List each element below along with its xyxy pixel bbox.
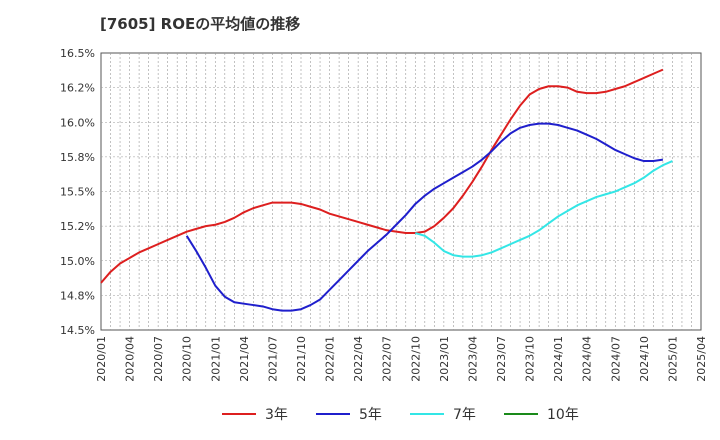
y-tick-label: 15.5% — [60, 186, 95, 199]
x-tick-label: 2024/04 — [581, 336, 594, 382]
x-tick-label: 2023/04 — [466, 336, 479, 382]
x-tick-label: 2022/10 — [409, 336, 422, 382]
legend-label: 5年 — [359, 407, 382, 423]
x-tick-label: 2023/01 — [438, 336, 451, 382]
y-tick-label: 14.5% — [60, 324, 95, 337]
y-tick-label: 16.0% — [60, 116, 95, 129]
x-tick-label: 2021/04 — [238, 336, 251, 382]
x-tick-label: 2022/07 — [381, 336, 394, 382]
series-line-3年 — [100, 68, 664, 284]
series-line-7年 — [415, 160, 673, 258]
x-tick-label: 2020/07 — [152, 336, 165, 382]
y-tick-label: 15.0% — [60, 255, 95, 268]
x-tick-label: 2021/01 — [209, 336, 222, 382]
legend-label: 7年 — [453, 407, 476, 423]
y-tick-label: 16.5% — [60, 47, 95, 60]
x-tick-label: 2025/01 — [666, 336, 679, 382]
x-tick-label: 2023/07 — [495, 336, 508, 382]
x-tick-label: 2020/04 — [124, 336, 137, 382]
x-tick-label: 2021/07 — [266, 336, 279, 382]
x-tick-label: 2025/04 — [695, 336, 708, 382]
legend-label: 10年 — [547, 407, 579, 423]
x-tick-label: 2021/10 — [295, 336, 308, 382]
y-tick-label: 15.2% — [60, 220, 95, 233]
y-tick-label: 14.8% — [60, 289, 95, 302]
x-tick-label: 2020/01 — [95, 336, 108, 382]
x-tick-label: 2024/01 — [552, 336, 565, 382]
x-tick-label: 2023/10 — [524, 336, 537, 382]
y-tick-label: 15.8% — [60, 151, 95, 164]
x-tick-label: 2022/04 — [352, 336, 365, 382]
x-tick-label: 2022/01 — [324, 336, 337, 382]
legend-label: 3年 — [265, 407, 288, 423]
x-tick-label: 2020/10 — [181, 336, 194, 382]
series-line-5年 — [185, 122, 664, 312]
x-tick-label: 2024/07 — [609, 336, 622, 382]
y-tick-label: 16.2% — [60, 82, 95, 95]
x-tick-label: 2024/10 — [638, 336, 651, 382]
chart-title: [7605] ROEの平均値の推移 — [100, 15, 301, 33]
